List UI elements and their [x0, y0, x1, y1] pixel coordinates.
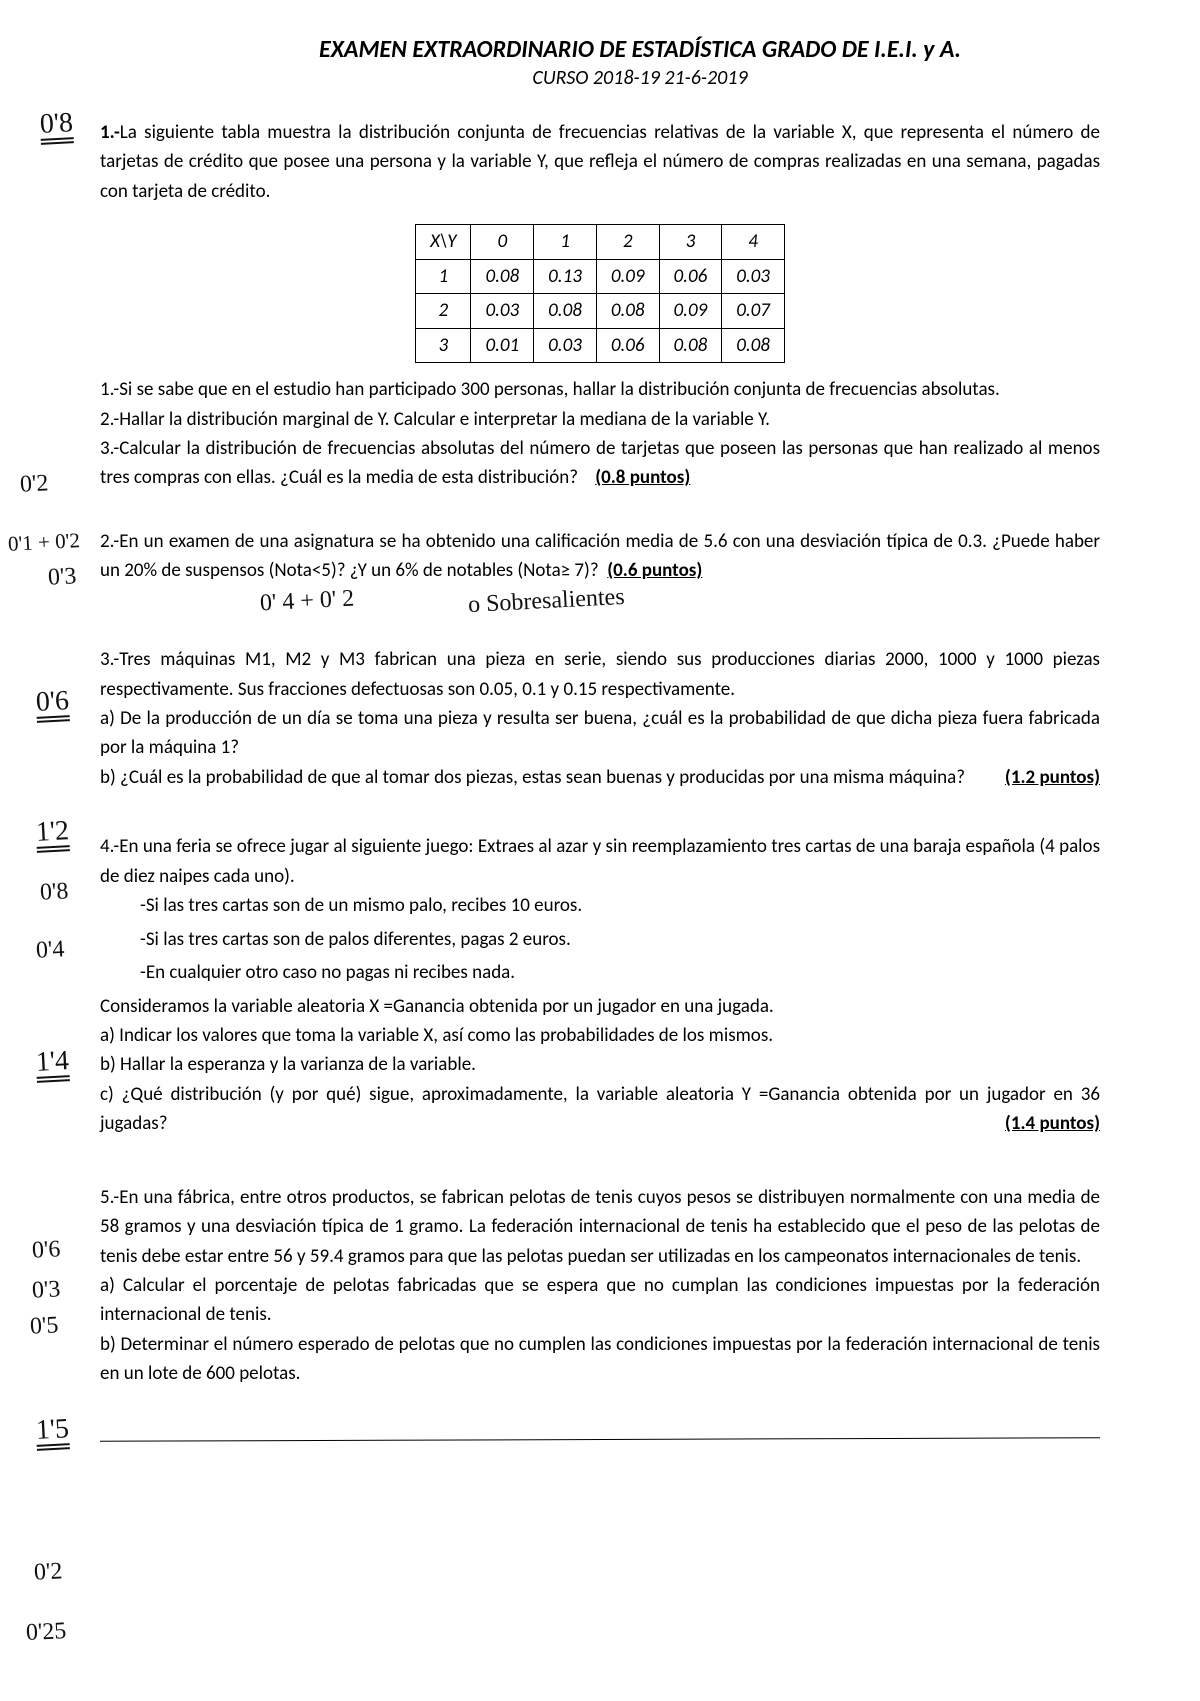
exam-page: EXAMEN EXTRAORDINARIO DE ESTADÍSTICA GRA… — [0, 0, 1200, 1701]
page-subtitle: CURSO 2018-19 21-6-2019 — [180, 66, 1100, 90]
q4-lead: 4.-En una feria se ofrece jugar al sigui… — [100, 832, 1100, 891]
question-2: 2.-En un examen de una asignatura se ha … — [100, 527, 1100, 617]
handwriting-1-2: 1'2 — [35, 817, 70, 851]
q5-a: a) Calcular el porcentaje de pelotas fab… — [100, 1271, 1100, 1330]
question-1: 1.-La siguiente tabla muestra la distrib… — [100, 118, 1100, 363]
page-title: EXAMEN EXTRAORDINARIO DE ESTADÍSTICA GRA… — [180, 35, 1100, 64]
q4-rules: -Si las tres cartas son de un mismo palo… — [100, 891, 1100, 987]
q1-subitems: 1.-Si se sabe que en el estudio han part… — [100, 375, 1100, 493]
q5-lead: 5.-En una fábrica, entre otros productos… — [100, 1183, 1100, 1271]
q4-cons: Consideramos la variable aleatoria X =Ga… — [100, 992, 1100, 1021]
q1-frequency-table: X\Y 0 1 2 3 4 10.080.130.090.060.03 20.0… — [415, 224, 785, 363]
q1-s3: 3.-Calcular la distribución de frecuenci… — [100, 434, 1100, 493]
q4-b: b) Hallar la esperanza y la varianza de … — [100, 1050, 1100, 1079]
q4-rule2: -Si las tres cartas son de palos diferen… — [140, 925, 1100, 954]
question-3: 3.-Tres máquinas M1, M2 y M3 fabrican un… — [100, 645, 1100, 792]
handwriting-0-2: 0'2 — [19, 471, 49, 496]
q3-points: (1.2 puntos) — [1005, 763, 1100, 792]
handwriting-sobresalientes: o Sobresalientes — [468, 585, 626, 617]
q5-b: b) Determinar el número esperado de pelo… — [100, 1330, 1100, 1389]
q2-text: 2.-En un examen de una asignatura se ha … — [100, 530, 1100, 582]
handwriting-0-25: 0'25 — [25, 1619, 67, 1645]
q3-lead: 3.-Tres máquinas M1, M2 y M3 fabrican un… — [100, 645, 1100, 704]
q3-b: b) ¿Cuál es la probabilidad de que al to… — [100, 763, 1100, 792]
handwriting-0-5: 0'5 — [29, 1313, 59, 1338]
handwriting-1-5: 1'5 — [35, 1415, 70, 1449]
q4-c: c) ¿Qué distribución (y por qué) sigue, … — [100, 1080, 1100, 1139]
q4-rule1: -Si las tres cartas son de un mismo palo… — [140, 891, 1100, 920]
handwriting-0-8: 0'8 — [39, 109, 74, 143]
handwriting-0-3b: 0'3 — [31, 1277, 61, 1302]
handwriting-0-8b: 0'8 — [39, 879, 69, 904]
handwriting-0-6: 0'6 — [35, 687, 70, 721]
q1-s1: 1.-Si se sabe que en el estudio han part… — [100, 375, 1100, 404]
handwriting-0-1-0-2: 0'1 + 0'2 — [7, 530, 80, 555]
handwriting-0-4: 0'4 — [35, 937, 65, 962]
q1-points: (0.8 puntos) — [595, 466, 690, 489]
question-4: 4.-En una feria se ofrece jugar al sigui… — [100, 832, 1100, 1138]
q4-points: (1.4 puntos) — [1005, 1109, 1100, 1138]
q4-rule3: -En cualquier otro caso no pagas ni reci… — [140, 958, 1100, 987]
question-5: 5.-En una fábrica, entre otros productos… — [100, 1183, 1100, 1389]
handwriting-0-6b: 0'6 — [31, 1237, 61, 1262]
handwriting-0-4-0-2: 0' 4 + 0' 2 — [259, 586, 354, 615]
handwriting-0-3: 0'3 — [47, 564, 77, 589]
q2-points: (0.6 puntos) — [607, 559, 702, 582]
q3-a: a) De la producción de un día se toma un… — [100, 704, 1100, 763]
handwriting-1-4: 1'4 — [35, 1047, 70, 1081]
q1-s2: 2.-Hallar la distribución marginal de Y.… — [100, 405, 1100, 434]
q4-a: a) Indicar los valores que toma la varia… — [100, 1021, 1100, 1050]
strike-line — [100, 1437, 1100, 1441]
handwriting-0-2b: 0'2 — [33, 1559, 63, 1584]
